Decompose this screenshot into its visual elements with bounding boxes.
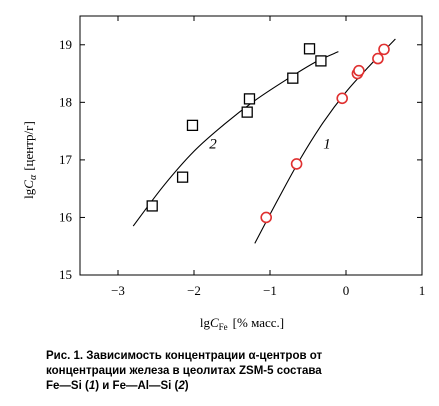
x-axis-label-sub: Fe [219,322,228,332]
caption-and: и [99,380,113,392]
fit-curve-series-1 [254,38,396,244]
x-tick-label: −2 [187,283,201,298]
caption-n2: 2 [178,380,185,392]
y-tick-label: 19 [59,37,72,52]
caption-alpha: α [248,350,256,362]
caption-paren1-close: ) [95,380,100,392]
marker-circle-series-1 [260,211,273,224]
caption-paren2-close: ) [184,380,189,392]
y-axis-label-lg: lg [21,188,36,199]
y-axis-label-unit: [центр/г] [21,121,36,171]
caption-dash1: — [59,380,71,392]
marker-circle-series-1 [378,43,390,56]
x-tick-label: 0 [343,283,350,298]
marker-square-series-2 [243,93,256,105]
caption-n1: 1 [88,380,96,392]
fit-curves [132,38,396,244]
x-axis-label-var: C [210,315,219,330]
y-tick-label: 16 [59,209,73,224]
caption-si: Si [70,380,82,392]
marker-square-series-2 [176,171,189,183]
curve-labels: 12 [209,136,331,152]
caption-dash3: — [148,380,161,392]
plot-border [79,15,423,276]
caption-prefix: Рис. 1. Зависимость концентрации [46,350,249,362]
caption-paren2-open: ( [171,380,179,392]
marker-circle-series-1 [372,52,384,65]
y-axis-label-sub: α [28,174,39,180]
axis-ticks: −3 −2 −1 0 1 15 16 17 18 19 [59,16,425,298]
marker-square-series-2 [186,119,199,132]
marker-square-series-2 [241,106,253,118]
curve-label-series-1: 1 [323,136,331,152]
plot-frame [79,15,423,276]
marker-square-series-2 [315,55,327,67]
figure-caption: Рис. 1. Зависимость концентрации α-центр… [46,349,432,394]
caption-line1-rest: -центров от [255,350,323,362]
marker-square-series-2 [146,200,158,212]
marker-square-series-2 [287,72,299,84]
y-tick-label: 15 [59,267,72,282]
x-axis-label-unit: [% масс.] [233,315,284,330]
x-tick-label: 1 [419,283,426,298]
caption-line2: концентрации железа в цеолитах ZSM-5 сос… [46,365,322,377]
y-axis-label-var: C [21,180,36,189]
data-markers [146,43,390,224]
marker-circle-series-1 [353,64,365,77]
curve-label-series-2: 2 [209,136,217,152]
marker-circle-series-1 [290,158,303,170]
caption-dash2: — [125,380,138,392]
fit-curve-series-2 [132,51,339,227]
caption-fe: Fe [46,380,60,392]
y-axis-label: lgCα [центр/г] [21,121,39,199]
x-axis-label: lgCFe [% масс.] [200,315,284,332]
marker-circle-series-1 [336,92,349,105]
x-tick-label: −3 [111,283,125,298]
x-tick-label: −1 [263,283,277,298]
caption-fe2: Fe [112,380,126,392]
caption-paren1-open: ( [81,380,89,392]
y-tick-label: 17 [59,152,73,167]
y-tick-label: 18 [59,94,72,109]
caption-al: Al [137,380,149,392]
marker-square-series-2 [303,43,316,55]
x-axis-label-lg: lg [200,315,211,330]
caption-si2: Si [160,380,172,392]
